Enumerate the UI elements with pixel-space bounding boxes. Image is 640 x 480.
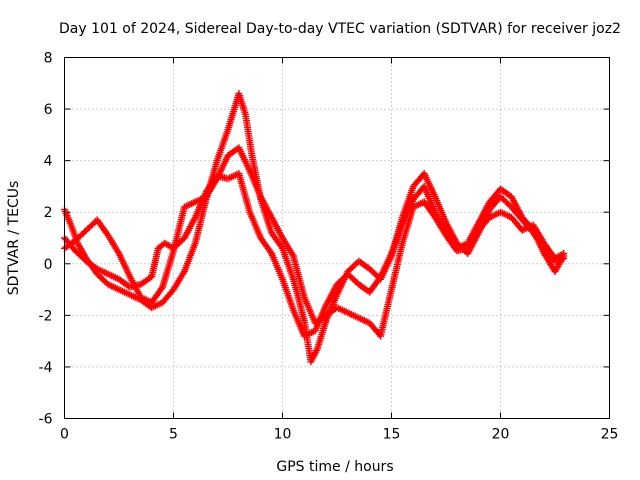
axis-ticks: 0 5 10 15 20 25 -6 -4 -2 0 2 4 6 8	[39, 51, 619, 443]
y-tick-label: -2	[39, 308, 53, 324]
y-tick-label: 2	[44, 205, 53, 221]
y-tick-label: 6	[44, 102, 53, 118]
y-tick-label: 0	[44, 257, 53, 273]
x-tick-label: 0	[60, 427, 69, 443]
series-3-markers	[61, 144, 568, 340]
chart-title: Day 101 of 2024, Sidereal Day-to-day VTE…	[59, 21, 621, 37]
y-axis-title: SDTVAR / TECUs	[6, 181, 22, 296]
y-tick-label: 4	[44, 154, 53, 170]
x-tick-label: 25	[601, 427, 619, 443]
plot-area	[61, 90, 568, 366]
grid	[64, 57, 610, 419]
x-tick-label: 20	[492, 427, 510, 443]
plot-frame	[64, 57, 610, 419]
y-tick-label: -4	[39, 360, 53, 376]
series-3	[61, 144, 568, 340]
series-2-markers	[61, 170, 568, 340]
x-tick-label: 10	[274, 427, 292, 443]
y-tick-label: -6	[39, 412, 53, 428]
x-axis-title: GPS time / hours	[276, 459, 393, 475]
y-tick-label: 8	[44, 51, 53, 67]
x-tick-label: 5	[169, 427, 178, 443]
x-tick-label: 15	[383, 427, 401, 443]
series-2	[61, 170, 568, 340]
